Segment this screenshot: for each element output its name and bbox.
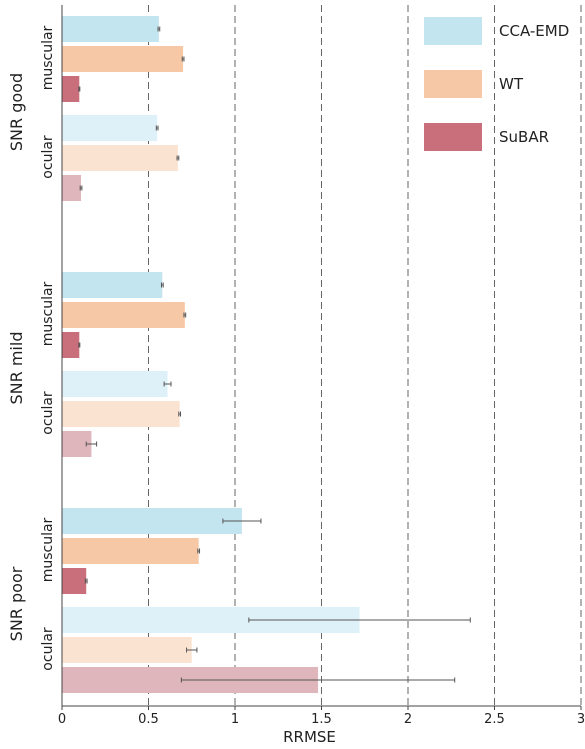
bar xyxy=(62,332,80,358)
bars xyxy=(62,16,471,693)
group-labels: muscular ocular SNR good muscular ocular SNR … xyxy=(7,25,56,670)
subgroup-label: muscular xyxy=(40,25,56,90)
group-label: SNR poor xyxy=(7,566,26,641)
axes: 0 0.5 1 1.5 2 2.5 3 xyxy=(58,5,585,727)
x-tick-label: 1.5 xyxy=(311,712,332,727)
bar xyxy=(62,46,184,72)
subgroup-label: ocular xyxy=(40,391,56,435)
subgroup-label: muscular xyxy=(40,281,56,346)
bar xyxy=(62,175,82,201)
x-tick-label: 2.5 xyxy=(484,712,505,727)
bar xyxy=(62,16,159,42)
subgroup-label: muscular xyxy=(40,517,56,582)
x-axis-title: RRMSE xyxy=(283,728,336,746)
bar xyxy=(62,508,242,534)
bar xyxy=(62,538,199,564)
legend-label: WT xyxy=(499,75,524,93)
bar xyxy=(62,302,185,328)
x-tick-label: 1 xyxy=(231,712,239,727)
x-tick-label: 2 xyxy=(404,712,412,727)
grid-lines xyxy=(148,5,495,706)
legend-swatch xyxy=(424,70,482,98)
subgroup-label: ocular xyxy=(40,627,56,671)
group-label: SNR good xyxy=(7,73,26,151)
bar xyxy=(62,145,178,171)
x-tick-label: 3 xyxy=(577,712,585,727)
legend: CCA-EMD WT SuBAR xyxy=(424,17,569,151)
subgroup-label: ocular xyxy=(40,135,56,179)
x-tick-label: 0 xyxy=(58,712,66,727)
bar xyxy=(62,371,168,397)
bar xyxy=(62,637,192,663)
legend-label: CCA-EMD xyxy=(499,22,569,40)
legend-label: SuBAR xyxy=(499,128,549,146)
x-tick-label: 0.5 xyxy=(138,712,159,727)
bar xyxy=(62,401,180,427)
bar xyxy=(62,272,163,298)
legend-swatch xyxy=(424,123,482,151)
bar xyxy=(62,115,158,141)
bar xyxy=(62,568,87,594)
legend-swatch xyxy=(424,17,482,45)
bar xyxy=(62,76,80,102)
group-label: SNR mild xyxy=(7,332,26,405)
